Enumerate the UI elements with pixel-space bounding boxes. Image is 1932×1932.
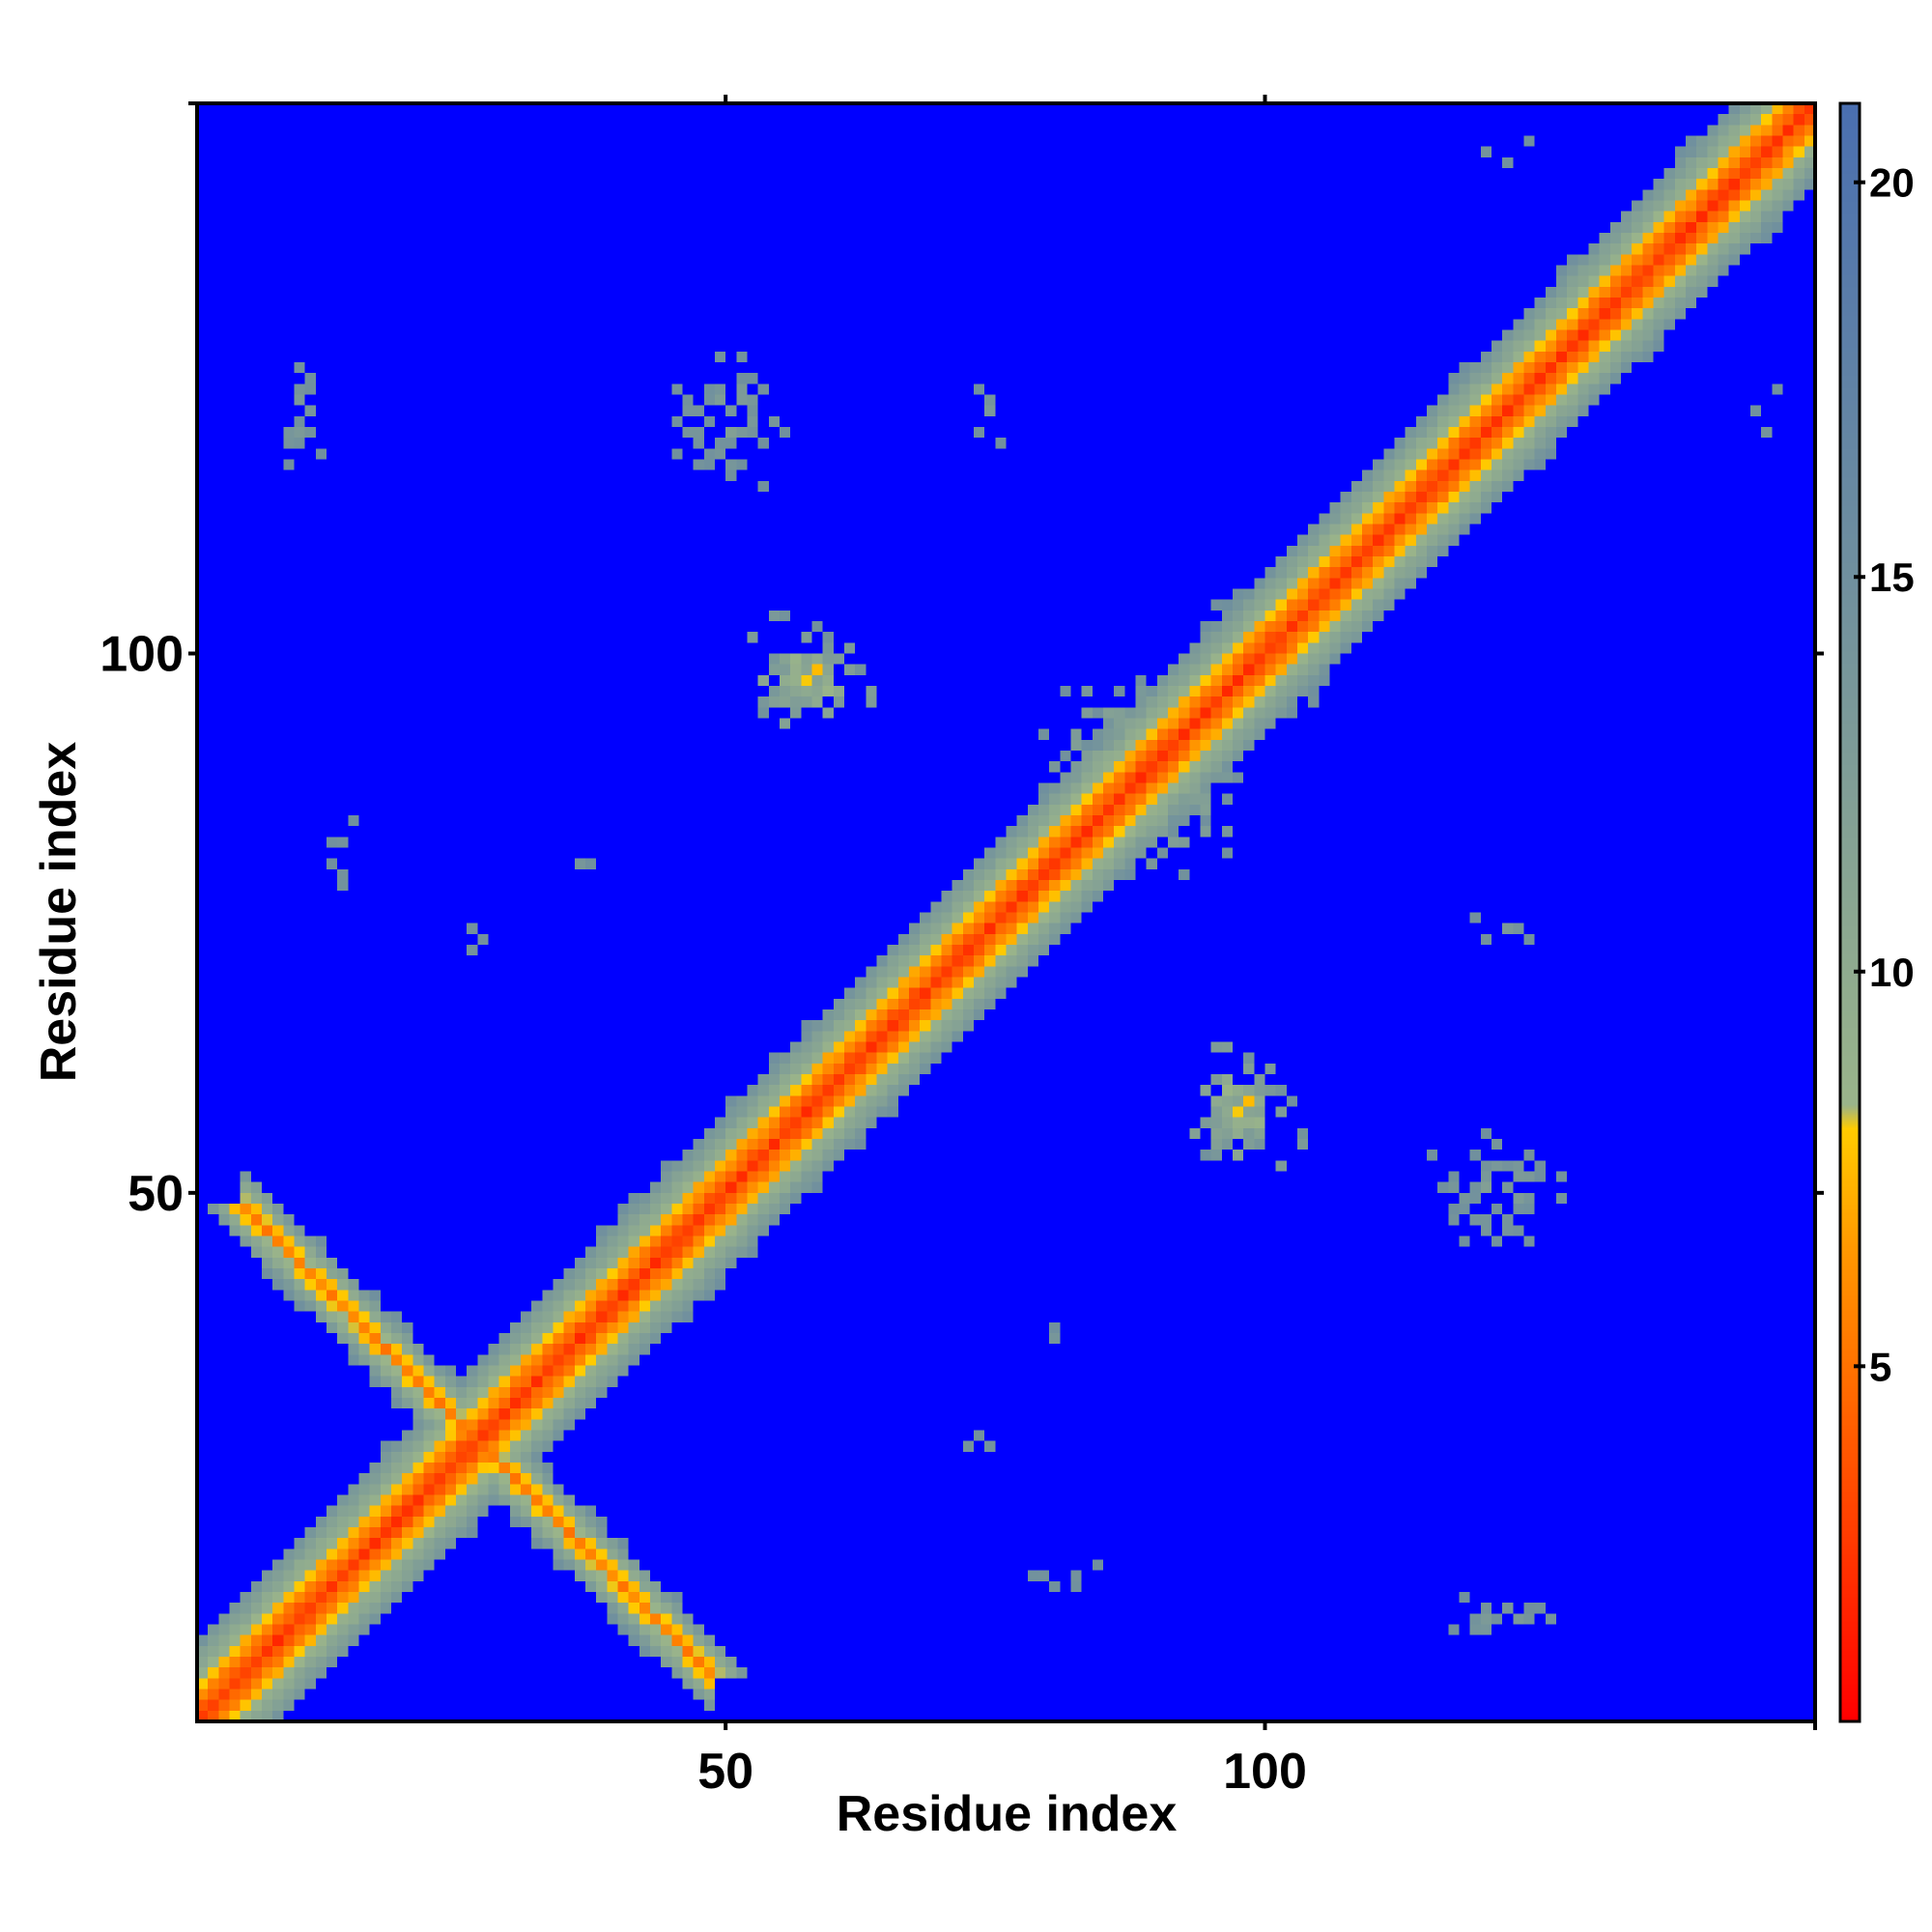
colorbar-frame — [1838, 101, 1861, 1723]
x-axis-title: Residue index — [837, 1786, 1178, 1842]
tick-marks — [188, 95, 1865, 1730]
heatmap-grid — [197, 103, 1815, 1721]
y-tick-label: 100 — [99, 627, 184, 683]
colorbar-tick-label: 20 — [1869, 160, 1915, 206]
x-tick-label: 50 — [697, 1744, 753, 1800]
colorbar-tick-label: 5 — [1869, 1344, 1891, 1389]
plot-frame — [195, 101, 1817, 1723]
tick-labels: 50 100 50 100 5 10 15 20 — [99, 160, 1914, 1800]
colorbar-tick-label: 10 — [1869, 950, 1915, 995]
y-tick-label: 50 — [128, 1166, 184, 1222]
y-axis-title: Residue index — [31, 742, 87, 1083]
colorbar-tick-label: 15 — [1869, 554, 1915, 600]
colorbar-gradient — [1840, 103, 1860, 1721]
x-tick-label: 100 — [1223, 1744, 1307, 1800]
